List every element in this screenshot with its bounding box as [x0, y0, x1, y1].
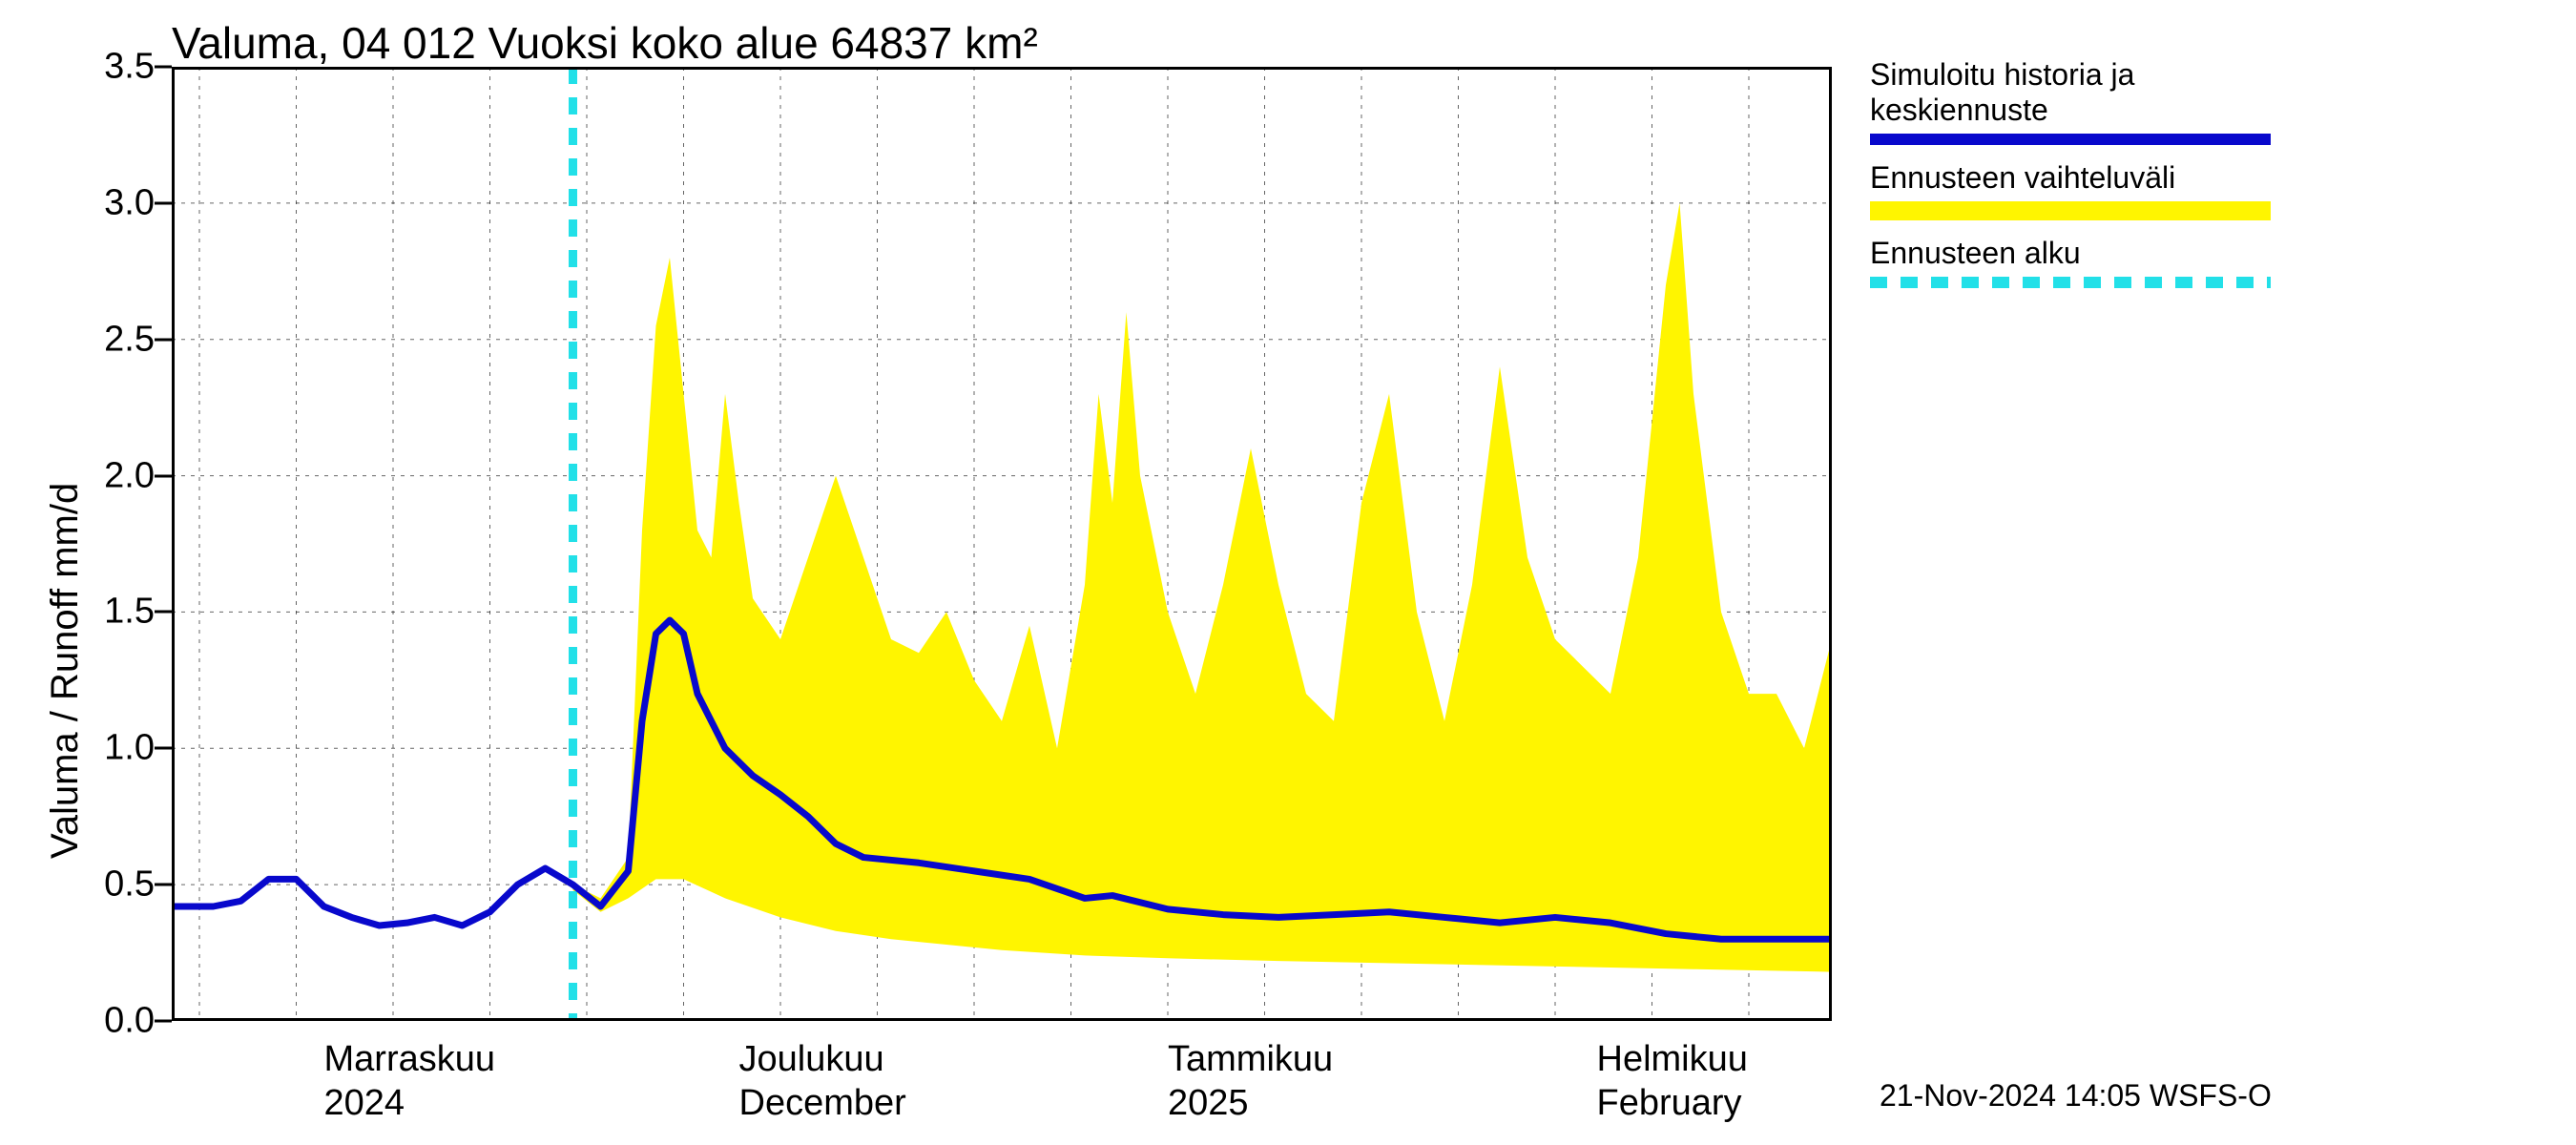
plot-svg	[172, 67, 1832, 1021]
legend-label: Simuloitu historia ja keskiennuste	[1870, 57, 2271, 128]
legend: Simuloitu historia ja keskiennuste Ennust…	[1870, 57, 2271, 303]
y-tick-mark	[155, 338, 172, 341]
legend-swatch	[1870, 134, 2271, 145]
y-tick-mark	[155, 66, 172, 69]
y-axis-label: Valuma / Runoff mm/d	[44, 483, 87, 859]
y-tick-mark	[155, 884, 172, 886]
x-month-label: Marraskuu2024	[324, 1021, 496, 1125]
legend-label: Ennusteen vaihteluväli	[1870, 160, 2271, 196]
x-month-label: JoulukuuDecember	[739, 1021, 906, 1125]
y-tick-mark	[155, 201, 172, 204]
chart-title: Valuma, 04 012 Vuoksi koko alue 64837 km…	[172, 17, 1038, 69]
chart-footer: 21-Nov-2024 14:05 WSFS-O	[1880, 1078, 2272, 1114]
x-month-label: Tammikuu2025	[1168, 1021, 1333, 1125]
forecast-band	[573, 203, 1833, 972]
x-month-label: HelmikuuFebruary	[1597, 1021, 1748, 1125]
legend-item: Ennusteen vaihteluväli	[1870, 160, 2271, 220]
legend-item: Simuloitu historia ja keskiennuste	[1870, 57, 2271, 145]
legend-label: Ennusteen alku	[1870, 236, 2271, 271]
legend-swatch	[1870, 277, 2271, 288]
y-tick-mark	[155, 611, 172, 614]
chart-container: Valuma, 04 012 Vuoksi koko alue 64837 km…	[0, 0, 2576, 1145]
plot-area: 0.00.51.01.52.02.53.03.5Marraskuu2024Jou…	[172, 67, 1832, 1021]
legend-swatch	[1870, 201, 2271, 220]
y-tick-mark	[155, 1020, 172, 1023]
legend-item: Ennusteen alku	[1870, 236, 2271, 288]
y-tick-mark	[155, 474, 172, 477]
y-tick-mark	[155, 747, 172, 750]
